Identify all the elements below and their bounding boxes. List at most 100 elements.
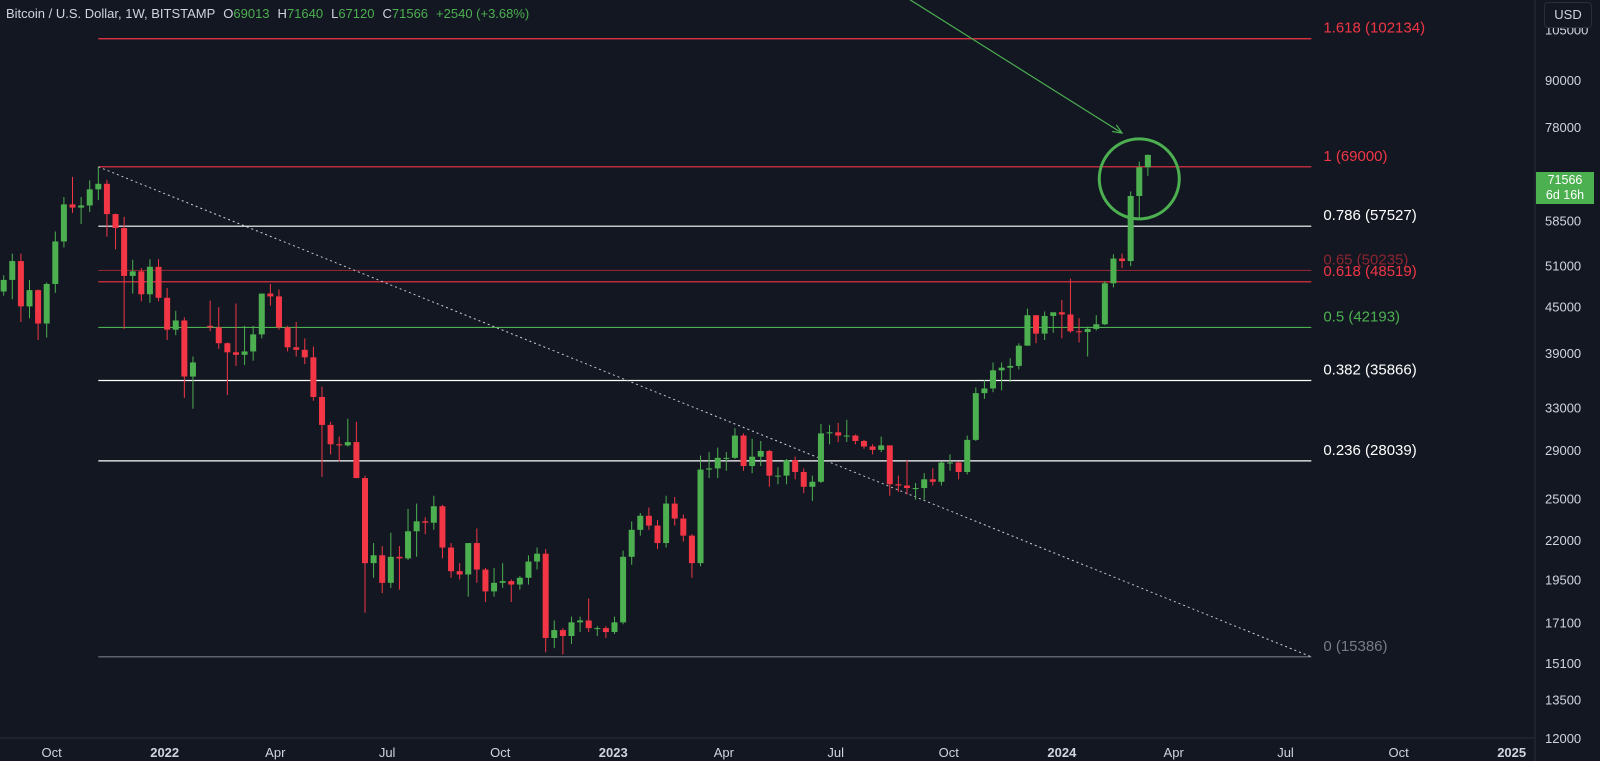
candle-body	[103, 183, 110, 215]
fib-level-label: 0.618 (48519)	[1323, 263, 1416, 280]
candle-body	[439, 506, 446, 548]
candle-body	[1050, 312, 1057, 316]
candle-body	[602, 628, 609, 633]
open-label: O	[223, 6, 234, 21]
fib-level-label: 1.618 (102134)	[1323, 20, 1425, 37]
candle-body	[310, 357, 317, 397]
time-axis[interactable]: Oct 2022 Apr Jul Oct 2023 Apr Jul Oct 2024 Apr Jul O…	[42, 745, 1527, 760]
candle-body	[1058, 312, 1065, 315]
candle-body	[69, 204, 76, 208]
candle-body	[869, 446, 876, 450]
change-value: +2540 (+3.68%)	[436, 6, 530, 21]
candle-body	[800, 471, 807, 487]
candle-body	[9, 261, 16, 280]
fibonacci-retracement[interactable]: 1.618 (102134) 1 (69000) 0.786 (57527) 0.65…	[98, 20, 1425, 658]
candle-body	[740, 435, 747, 467]
fib-level-label: 0.786 (57527)	[1323, 207, 1416, 224]
candle-body	[78, 205, 85, 208]
close-value: 71566	[391, 6, 429, 21]
close-label: C	[382, 6, 392, 21]
fib-level-label: 0.382 (35866)	[1323, 361, 1416, 378]
candle-body	[981, 388, 988, 394]
candle-body	[499, 581, 506, 583]
candle-body	[370, 555, 377, 564]
time-tick-label: Oct	[1388, 745, 1409, 760]
candle-body	[129, 271, 136, 276]
price-tick-label: 19500	[1545, 572, 1581, 587]
candle-body	[215, 327, 222, 344]
candle-body	[387, 556, 394, 583]
candle-body	[362, 478, 369, 564]
price-tick-label: 17100	[1545, 615, 1581, 630]
candle-body	[275, 296, 282, 328]
price-tick-label: 33000	[1545, 401, 1581, 416]
price-tick-label: 12000	[1545, 731, 1581, 746]
candle-body	[947, 462, 954, 464]
candle-body	[112, 214, 119, 229]
candle-body	[929, 479, 936, 482]
candle-body	[250, 334, 257, 352]
candle-body	[843, 435, 850, 437]
currency-button[interactable]: USD	[1544, 2, 1592, 28]
candle-body	[181, 320, 188, 377]
candle-body	[972, 393, 979, 440]
candle-body	[706, 468, 713, 470]
arrow-line[interactable]	[847, 0, 1123, 134]
candle-body	[138, 271, 145, 295]
candle-body	[258, 293, 265, 335]
candle-body	[783, 460, 790, 476]
candle-body	[1076, 331, 1083, 333]
candle-body	[835, 432, 842, 436]
price-tick-label: 78000	[1545, 120, 1581, 135]
candle-body	[189, 362, 196, 377]
candle-body	[895, 484, 902, 486]
candle-body	[542, 553, 549, 638]
candle-body	[903, 485, 910, 489]
candle-body	[241, 351, 248, 355]
candle-body	[628, 529, 635, 557]
time-tick-label: Jul	[379, 745, 396, 760]
time-tick-label: Jul	[827, 745, 844, 760]
candle-body	[491, 582, 498, 592]
fib-level-label: 0.65 (50235)	[1323, 251, 1408, 268]
candle-body	[921, 479, 928, 489]
annotations[interactable]	[847, 0, 1181, 221]
candle-body	[456, 571, 463, 575]
price-tick-label: 22000	[1545, 533, 1581, 548]
candle-body	[353, 442, 360, 479]
candle-body	[671, 503, 678, 519]
candle-body	[912, 488, 919, 490]
candle-body	[224, 343, 231, 353]
candle-body	[207, 325, 214, 328]
candle-body	[585, 620, 592, 629]
candle-body	[964, 439, 971, 472]
candle-body	[568, 622, 575, 636]
candle-body	[413, 521, 420, 532]
price-tick-label: 13500	[1545, 693, 1581, 708]
candle-body	[620, 556, 627, 623]
candle-body	[379, 555, 386, 583]
low-label: L	[331, 6, 339, 21]
candle-body	[1067, 314, 1074, 332]
candle-body	[878, 445, 885, 450]
time-tick-label: Apr	[1164, 745, 1185, 760]
price-tick-label: 45000	[1545, 299, 1581, 314]
candle-body	[60, 204, 67, 242]
candlestick-series	[0, 154, 1151, 655]
dotted-trendline[interactable]	[98, 166, 1312, 658]
candle-body	[146, 266, 153, 295]
candle-body	[826, 432, 833, 434]
trendline[interactable]	[98, 166, 1312, 658]
candle-body	[766, 450, 773, 476]
candle-body	[1007, 365, 1014, 368]
candle-body	[1110, 258, 1117, 284]
symbol-title[interactable]: Bitcoin / U.S. Dollar, 1W, BITSTAMP	[6, 6, 216, 21]
last-price-badge: 71566 6d 16h	[1536, 172, 1594, 204]
high-label: H	[277, 6, 287, 21]
fib-level-label: 0.5 (42193)	[1323, 308, 1400, 325]
highlight-circle[interactable]	[1097, 137, 1181, 221]
time-tick-label: Oct	[939, 745, 960, 760]
candle-body	[680, 518, 687, 536]
candle-body	[955, 462, 962, 472]
